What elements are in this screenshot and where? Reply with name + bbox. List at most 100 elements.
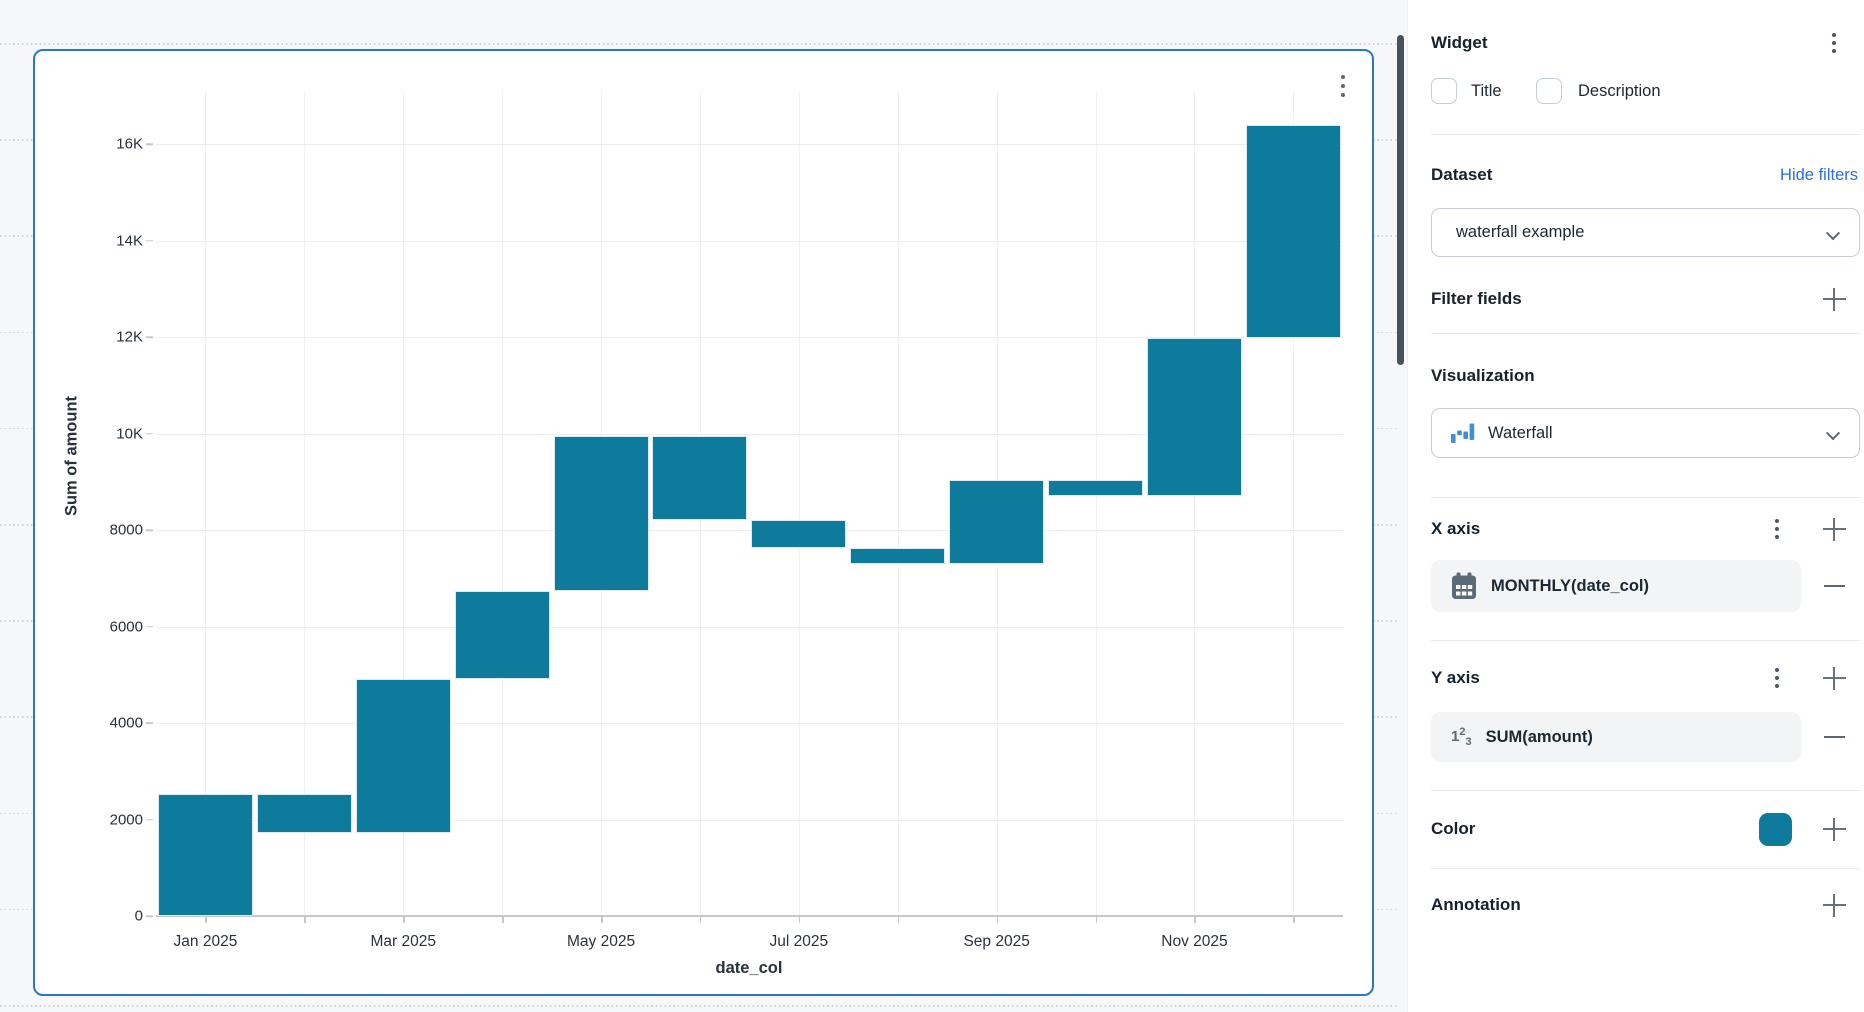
waterfall-bar[interactable] <box>454 591 550 679</box>
waterfall-bar[interactable] <box>751 520 847 549</box>
chart-vertical-gridline <box>1095 91 1097 916</box>
x-tick-label: Sep 2025 <box>963 933 1030 950</box>
x-tick-mark <box>798 917 801 923</box>
x-axis-remove-button[interactable] <box>1820 572 1848 600</box>
y-tick-label: 6000 <box>109 618 143 635</box>
widget-kebab-menu-icon[interactable] <box>1330 69 1356 103</box>
x-tick-label: May 2025 <box>567 933 636 950</box>
description-checkbox-label: Description <box>1578 82 1661 100</box>
y-axis-field-pill[interactable]: 123 SUM(amount) <box>1431 712 1801 762</box>
y-tick-label: 0 <box>134 907 143 925</box>
title-checkbox[interactable] <box>1431 78 1457 104</box>
chevron-down-icon <box>1828 226 1839 237</box>
y-tick-label: 4000 <box>109 714 143 732</box>
waterfall-bar[interactable] <box>355 678 451 833</box>
filter-fields-title: Filter fields <box>1431 289 1522 308</box>
x-tick-label: Jul 2025 <box>769 933 829 950</box>
waterfall-bar[interactable] <box>1245 124 1341 339</box>
y-tick-label: 14K <box>116 232 143 249</box>
y-axis-add-button[interactable] <box>1820 664 1848 692</box>
dataset-dropdown[interactable]: waterfall example <box>1431 208 1860 257</box>
title-checkbox-label: Title <box>1471 82 1502 100</box>
y-axis-field-label: SUM(amount) <box>1485 727 1593 746</box>
x-tick-mark <box>304 917 306 923</box>
x-axis-add-button[interactable] <box>1820 515 1848 543</box>
y-tick-mark <box>146 818 153 821</box>
y-tick-mark <box>146 336 153 338</box>
x-axis-field-pill[interactable]: MONTHLY(date_col) <box>1431 560 1801 612</box>
canvas-dot-row <box>0 1005 1397 1007</box>
annotation-section-title: Annotation <box>1431 895 1521 914</box>
x-axis-kebab-icon[interactable] <box>1763 515 1791 543</box>
hide-filters-link[interactable]: Hide filters <box>1780 166 1858 184</box>
chart-horizontal-gridline <box>156 626 1343 628</box>
x-tick-mark <box>502 917 504 923</box>
waterfall-bar[interactable] <box>1146 338 1242 497</box>
y-tick-mark <box>146 722 153 724</box>
y-tick-label: 16K <box>116 135 143 153</box>
visualization-dropdown-value: Waterfall <box>1488 423 1553 442</box>
config-sidepanel: Widget Title Description Dataset Hide fi… <box>1407 0 1864 1012</box>
x-tick-mark <box>1194 917 1196 923</box>
chart-vertical-gridline <box>798 91 800 916</box>
x-axis-title: date_col <box>715 959 783 977</box>
y-tick-mark <box>146 915 153 917</box>
y-tick-mark <box>146 625 153 628</box>
x-tick-mark <box>205 917 207 923</box>
divider <box>1431 497 1860 498</box>
x-axis-field-label: MONTHLY(date_col) <box>1491 576 1649 595</box>
chart-vertical-gridline <box>1194 91 1196 916</box>
description-checkbox[interactable] <box>1536 78 1562 104</box>
divider <box>1431 134 1860 135</box>
y-axis-kebab-icon[interactable] <box>1763 664 1791 692</box>
chart-horizontal-gridline <box>156 723 1343 724</box>
chart-vertical-gridline <box>403 91 405 916</box>
y-tick-mark <box>146 239 153 242</box>
visualization-section-title: Visualization <box>1431 366 1535 385</box>
workbook-canvas: Sum of amount date_col 0 2000 4000 6000 8000… <box>0 43 1397 1007</box>
y-tick-label: 2000 <box>109 811 143 828</box>
waterfall-bar[interactable] <box>256 793 352 833</box>
annotation-add-button[interactable] <box>1820 891 1848 919</box>
waterfall-chart: Sum of amount date_col 0 2000 4000 6000 8000… <box>35 51 1372 994</box>
waterfall-bar[interactable] <box>1048 479 1144 497</box>
divider <box>1431 790 1860 791</box>
y-axis-section-title: Y axis <box>1431 668 1480 687</box>
chart-horizontal-gridline <box>156 337 1343 338</box>
x-tick-mark <box>403 917 405 923</box>
waterfall-bar[interactable] <box>652 435 748 521</box>
color-add-button[interactable] <box>1820 815 1848 843</box>
y-axis-remove-button[interactable] <box>1820 723 1848 751</box>
chart-vertical-gridline <box>502 91 504 916</box>
divider <box>1431 333 1860 334</box>
waterfall-bar[interactable] <box>157 793 253 916</box>
x-axis-line <box>156 915 1343 917</box>
divider <box>1431 868 1860 869</box>
x-tick-mark <box>601 917 603 923</box>
waterfall-widget-card[interactable]: Sum of amount date_col 0 2000 4000 6000 8000… <box>33 49 1374 996</box>
waterfall-bar[interactable] <box>949 479 1045 564</box>
add-filter-field-button[interactable] <box>1820 285 1848 313</box>
x-tick-label: Nov 2025 <box>1161 933 1228 950</box>
x-tick-label: Mar 2025 <box>370 933 436 950</box>
vertical-scrollbar-thumb[interactable] <box>1397 35 1404 365</box>
waterfall-bar[interactable] <box>850 548 946 564</box>
number-123-icon: 123 <box>1451 725 1472 748</box>
color-swatch[interactable] <box>1759 813 1792 846</box>
x-tick-mark <box>699 917 702 923</box>
waterfall-bar[interactable] <box>553 435 649 592</box>
canvas-dot-row <box>0 43 1397 45</box>
widget-kebab-icon[interactable] <box>1820 29 1848 57</box>
x-tick-mark <box>897 917 900 923</box>
x-axis-section-title: X axis <box>1431 519 1481 538</box>
x-tick-label: Jan 2025 <box>173 933 238 950</box>
chart-vertical-gridline <box>205 91 207 916</box>
chevron-down-icon <box>1828 426 1839 437</box>
x-tick-mark <box>996 917 999 923</box>
chart-horizontal-gridline <box>156 433 1343 435</box>
y-tick-mark <box>146 432 153 435</box>
chart-horizontal-gridline <box>156 530 1343 531</box>
visualization-dropdown[interactable]: Waterfall <box>1431 408 1860 458</box>
y-tick-label: 8000 <box>109 521 143 539</box>
